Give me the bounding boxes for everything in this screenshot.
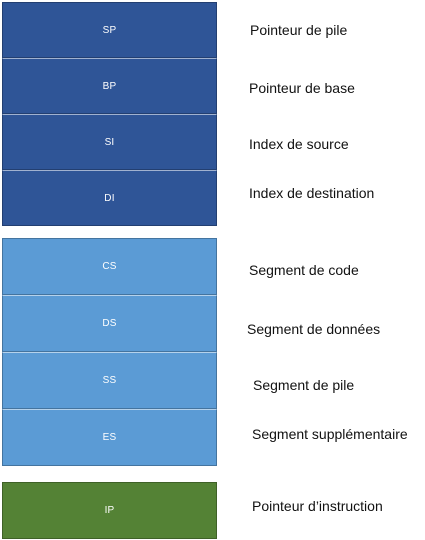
- label-ss: Segment de pile: [253, 377, 355, 393]
- register-sp-box: SP: [2, 2, 217, 58]
- label-cs: Segment de code: [249, 262, 359, 278]
- register-di-box: DI: [2, 170, 217, 226]
- label-si: Index de source: [249, 136, 349, 152]
- register-es-box: ES: [2, 409, 217, 466]
- register-cs-box: CS: [2, 238, 217, 295]
- register-ss-box: SS: [2, 352, 217, 409]
- label-di: Index de destination: [249, 185, 375, 201]
- label-ip: Pointeur d’instruction: [252, 498, 383, 514]
- label-es: Segment supplémentaire: [252, 426, 408, 442]
- pointer-registers-group: SP BP SI DI: [2, 2, 217, 226]
- label-sp: Pointeur de pile: [250, 22, 348, 38]
- segment-registers-group: CS DS SS ES: [2, 238, 217, 466]
- register-si-box: SI: [2, 114, 217, 170]
- register-bp-box: BP: [2, 58, 217, 114]
- register-ip-box: IP: [2, 482, 217, 539]
- register-ds-box: DS: [2, 295, 217, 352]
- label-bp: Pointeur de base: [249, 80, 355, 96]
- label-ds: Segment de données: [247, 321, 381, 337]
- instruction-register-group: IP: [2, 482, 217, 539]
